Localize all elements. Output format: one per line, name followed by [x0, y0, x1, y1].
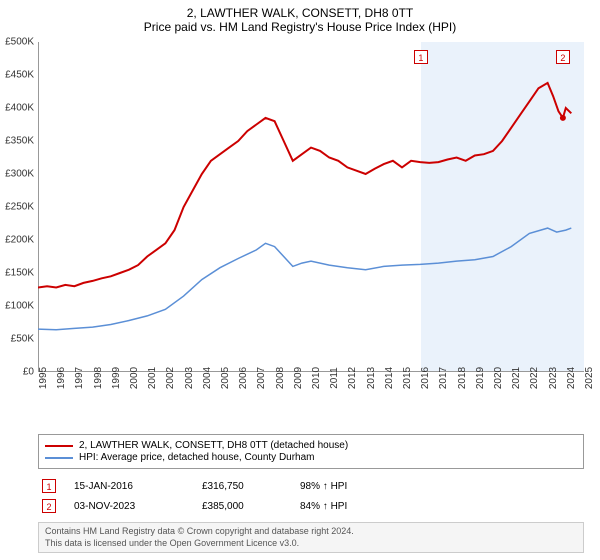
y-tick-label: £400K: [5, 103, 34, 114]
x-tick-label: 2023: [548, 367, 559, 389]
y-tick-label: £0: [23, 367, 34, 378]
chart-marker: 2: [556, 50, 570, 64]
table-row: 2 03-NOV-2023 £385,000 84% ↑ HPI: [38, 496, 584, 516]
legend-label: 2, LAWTHER WALK, CONSETT, DH8 0TT (detac…: [79, 440, 348, 451]
series-hpi: [38, 228, 571, 330]
y-tick-label: £350K: [5, 136, 34, 147]
chart-title: 2, LAWTHER WALK, CONSETT, DH8 0TT Price …: [0, 0, 600, 34]
x-tick-label: 2016: [420, 367, 431, 389]
x-tick-label: 2003: [184, 367, 195, 389]
sale-point-icon: [560, 115, 566, 121]
legend-row: 2, LAWTHER WALK, CONSETT, DH8 0TT (detac…: [45, 440, 577, 451]
x-tick-label: 2020: [493, 367, 504, 389]
x-tick-label: 2017: [438, 367, 449, 389]
x-tick-label: 2005: [220, 367, 231, 389]
x-tick-label: 2002: [165, 367, 176, 389]
sales-table: 1 15-JAN-2016 £316,750 98% ↑ HPI 2 03-NO…: [38, 476, 584, 516]
x-tick-label: 2024: [566, 367, 577, 389]
sale-marker-icon: 1: [42, 479, 56, 493]
y-tick-label: £100K: [5, 301, 34, 312]
footer-line2: This data is licensed under the Open Gov…: [45, 538, 577, 550]
x-tick-label: 2015: [402, 367, 413, 389]
x-tick-label: 2012: [347, 367, 358, 389]
legend: 2, LAWTHER WALK, CONSETT, DH8 0TT (detac…: [38, 434, 584, 469]
sale-date: 03-NOV-2023: [74, 501, 184, 512]
chart-plot-area: £0£50K£100K£150K£200K£250K£300K£350K£400…: [38, 42, 584, 394]
y-tick-label: £250K: [5, 202, 34, 213]
y-tick-label: £500K: [5, 37, 34, 48]
table-row: 1 15-JAN-2016 £316,750 98% ↑ HPI: [38, 476, 584, 496]
x-tick-label: 2021: [511, 367, 522, 389]
x-tick-label: 2010: [311, 367, 322, 389]
y-tick-label: £50K: [11, 334, 34, 345]
x-tick-label: 2007: [256, 367, 267, 389]
legend-swatch: [45, 457, 73, 459]
x-tick-label: 2022: [529, 367, 540, 389]
y-tick-label: £300K: [5, 169, 34, 180]
title-line1: 2, LAWTHER WALK, CONSETT, DH8 0TT: [0, 6, 600, 20]
x-tick-label: 2018: [457, 367, 468, 389]
chart-marker: 1: [414, 50, 428, 64]
y-tick-label: £200K: [5, 235, 34, 246]
x-tick-label: 2009: [293, 367, 304, 389]
sale-marker-icon: 2: [42, 499, 56, 513]
sale-pct: 84% ↑ HPI: [300, 501, 380, 512]
chart-svg: [38, 42, 584, 372]
x-tick-label: 1998: [93, 367, 104, 389]
x-tick-label: 1997: [74, 367, 85, 389]
x-tick-label: 2019: [475, 367, 486, 389]
x-tick-label: 2001: [147, 367, 158, 389]
footer-attribution: Contains HM Land Registry data © Crown c…: [38, 522, 584, 553]
legend-label: HPI: Average price, detached house, Coun…: [79, 452, 315, 463]
legend-swatch: [45, 445, 73, 447]
x-tick-label: 2004: [202, 367, 213, 389]
sale-price: £385,000: [202, 501, 282, 512]
x-tick-label: 2006: [238, 367, 249, 389]
sale-price: £316,750: [202, 481, 282, 492]
legend-row: HPI: Average price, detached house, Coun…: [45, 452, 577, 463]
x-tick-label: 2000: [129, 367, 140, 389]
x-tick-label: 2011: [329, 367, 340, 389]
x-tick-label: 2013: [366, 367, 377, 389]
y-tick-label: £450K: [5, 70, 34, 81]
x-tick-label: 1996: [56, 367, 67, 389]
x-tick-label: 2025: [584, 367, 595, 389]
y-tick-label: £150K: [5, 268, 34, 279]
x-tick-label: 1995: [38, 367, 49, 389]
x-tick-label: 2014: [384, 367, 395, 389]
title-line2: Price paid vs. HM Land Registry's House …: [0, 20, 600, 34]
sale-pct: 98% ↑ HPI: [300, 481, 380, 492]
sale-date: 15-JAN-2016: [74, 481, 184, 492]
x-tick-label: 1999: [111, 367, 122, 389]
footer-line1: Contains HM Land Registry data © Crown c…: [45, 526, 577, 538]
x-tick-label: 2008: [275, 367, 286, 389]
